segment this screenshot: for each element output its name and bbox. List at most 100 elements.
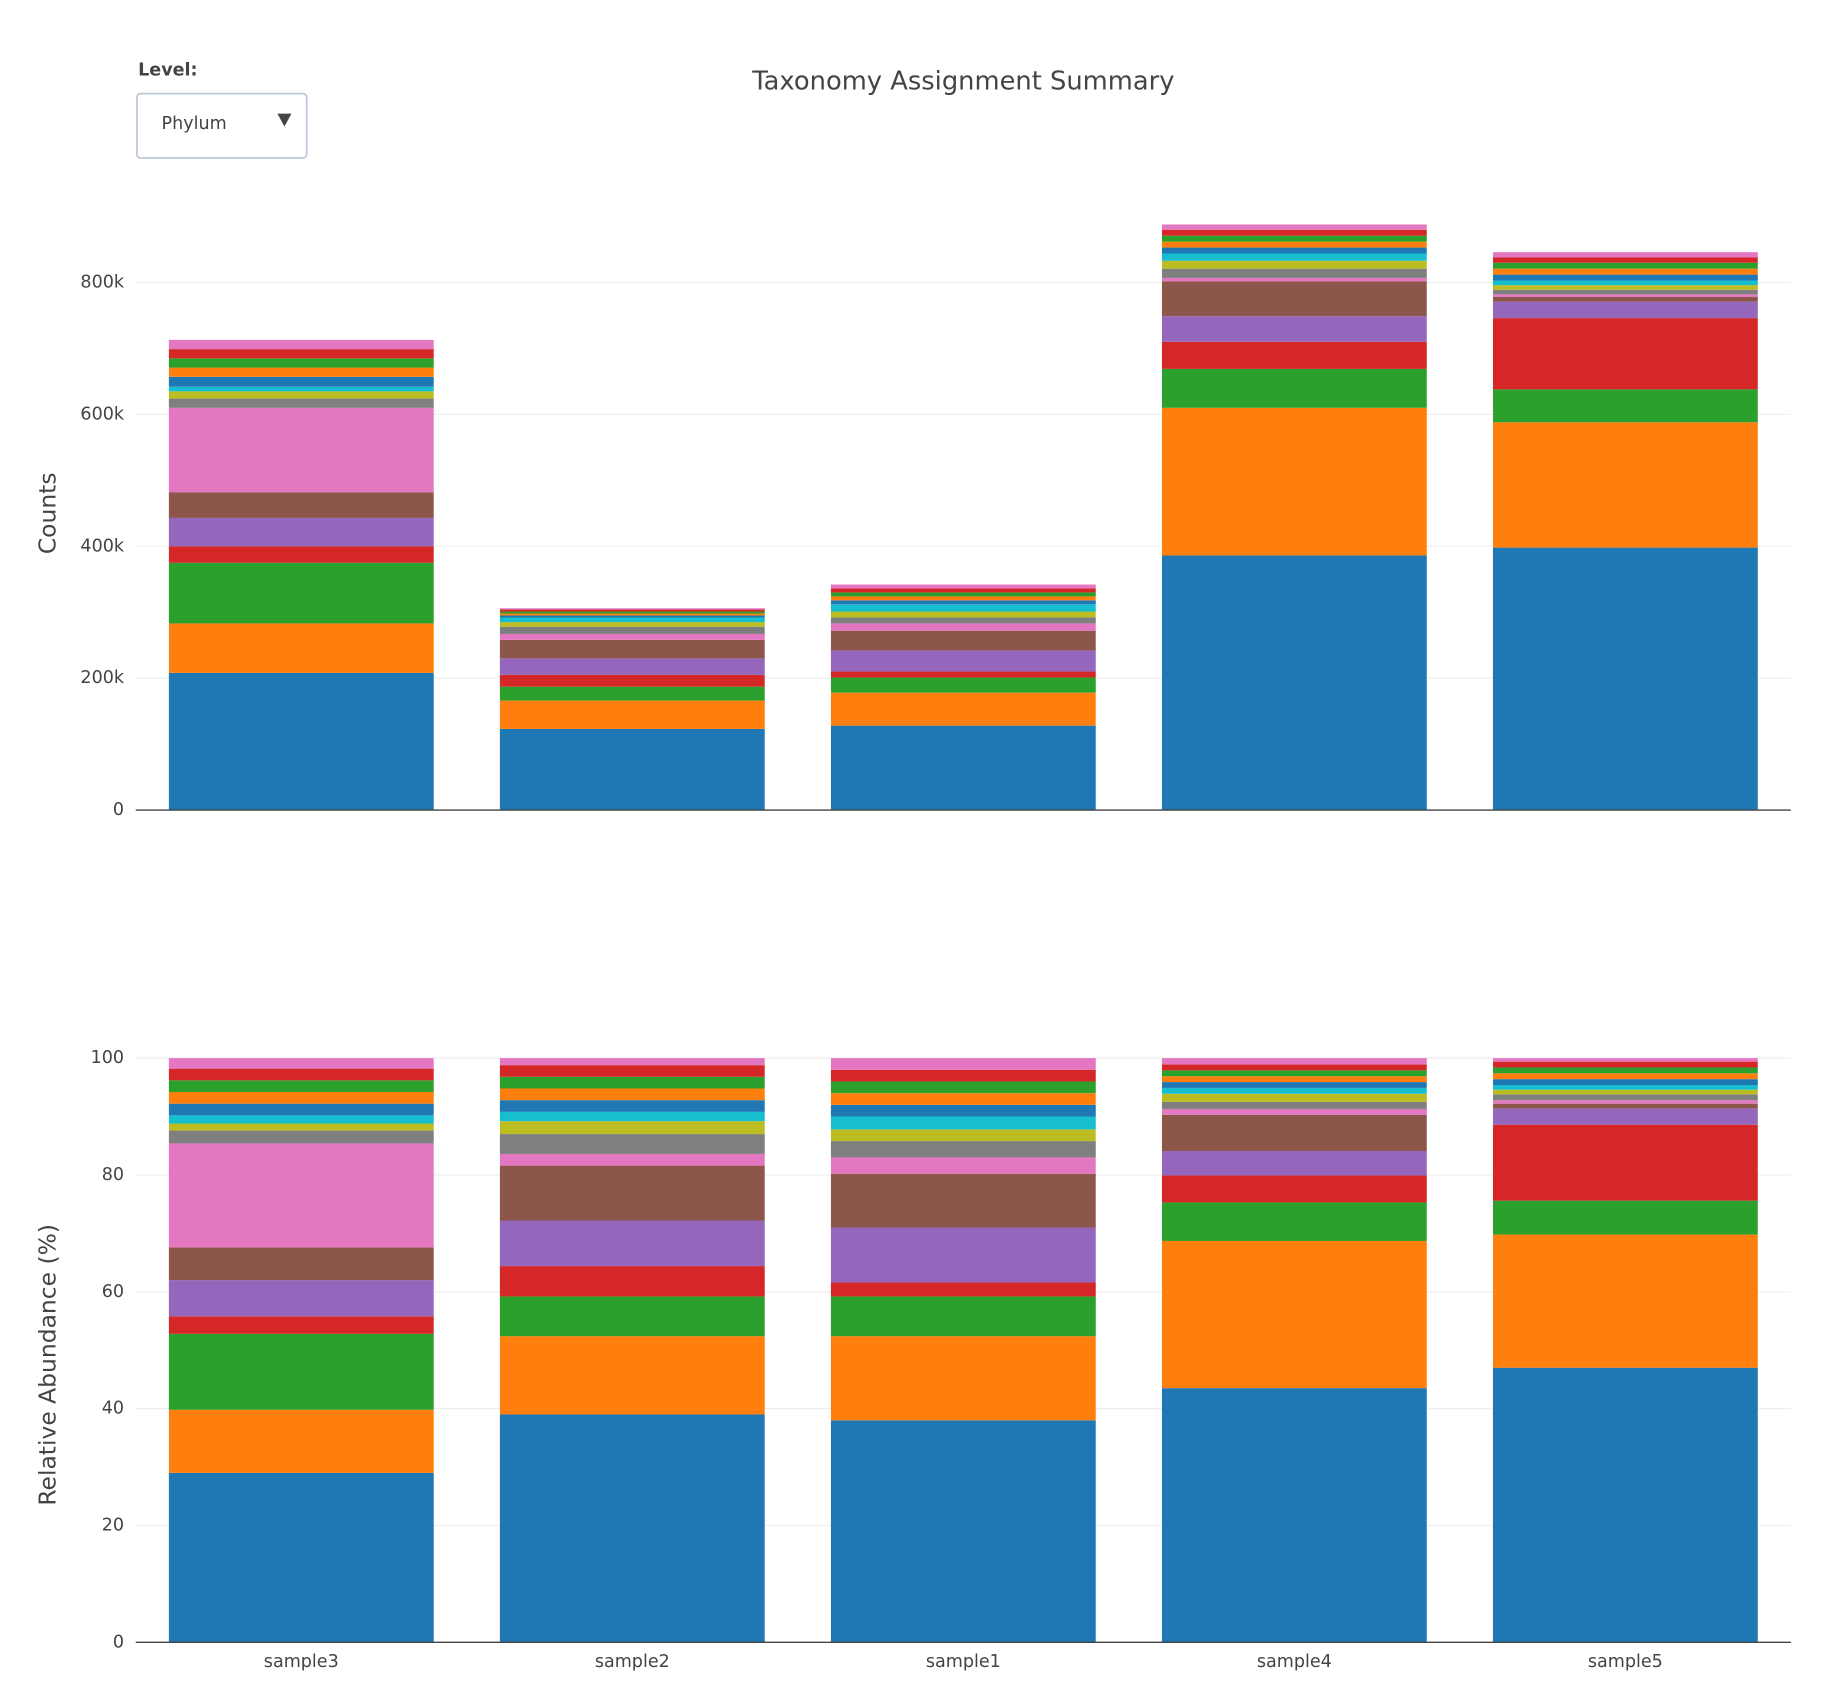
bar-segment xyxy=(499,674,765,687)
bar-segment xyxy=(830,604,1096,612)
bar-segment xyxy=(168,407,434,493)
bar-segment xyxy=(499,686,765,701)
bar-segment xyxy=(168,367,434,377)
bar-segment xyxy=(168,1115,434,1124)
bar-segment xyxy=(830,1157,1096,1174)
bar-segment xyxy=(168,1130,434,1144)
bar-segment xyxy=(168,1058,434,1069)
bar-segment xyxy=(830,611,1096,618)
bar-segment xyxy=(168,349,434,359)
y-tick-label: 600k xyxy=(80,404,124,424)
bar-segment xyxy=(830,588,1096,593)
bar-segment xyxy=(499,1121,765,1135)
bar-segment xyxy=(1161,1076,1427,1083)
dropdown-arrow[interactable] xyxy=(277,113,292,127)
bar-segment xyxy=(830,650,1096,672)
bar-segment xyxy=(1492,318,1758,390)
bar-segment xyxy=(1161,247,1427,254)
bar-segment xyxy=(1492,301,1758,319)
bar-segment xyxy=(1161,407,1427,556)
bar-segment xyxy=(168,1092,434,1104)
bar-segment xyxy=(1492,1108,1758,1125)
bar-segment xyxy=(168,1472,434,1643)
bar-segment xyxy=(168,1316,434,1334)
bar-segment xyxy=(1161,1070,1427,1077)
bar-segment xyxy=(1492,1061,1758,1068)
x-tick-label: sample2 xyxy=(595,1652,670,1672)
bar-segment xyxy=(1161,229,1427,236)
dropdown[interactable]: Phylum xyxy=(136,92,308,159)
bar-segment xyxy=(1161,260,1427,269)
y-axis-title: Relative Abundance (%) xyxy=(34,1224,62,1506)
bar-segment xyxy=(168,358,434,368)
y-tick-label: 40 xyxy=(102,1399,124,1419)
bar-segment xyxy=(830,584,1096,589)
bar-segment xyxy=(499,1100,765,1112)
bar-segment xyxy=(499,608,765,610)
bar-segment xyxy=(1161,1202,1427,1241)
bar-segment xyxy=(499,1414,765,1643)
bar-segment xyxy=(830,677,1096,693)
bar-segment xyxy=(1492,262,1758,269)
bar-segment xyxy=(1161,268,1427,278)
bar-segment xyxy=(1492,1089,1758,1095)
bar-segment xyxy=(499,615,765,618)
bar-segment xyxy=(499,1076,765,1089)
bar-segment xyxy=(830,1129,1096,1142)
bar-segment xyxy=(1492,1084,1758,1090)
x-tick-label: sample1 xyxy=(926,1652,1001,1672)
bar-segment xyxy=(168,517,434,547)
bar-segment xyxy=(1492,1234,1758,1368)
bar-segment xyxy=(830,1336,1096,1421)
bar-segment xyxy=(1161,235,1427,242)
bar-segment xyxy=(1492,274,1758,281)
bar-segment xyxy=(499,622,765,627)
bar-segment xyxy=(1161,341,1427,369)
bar-segment xyxy=(499,613,765,616)
bar-segment xyxy=(830,596,1096,601)
bar-segment xyxy=(830,1173,1096,1228)
bar-segment xyxy=(830,1227,1096,1283)
bar-segment xyxy=(168,1143,434,1248)
bar-segment xyxy=(1492,1103,1758,1109)
bar-segment xyxy=(168,1123,434,1131)
bar-segment xyxy=(830,725,1096,811)
bar-segment xyxy=(168,672,434,811)
bar-segment xyxy=(1161,241,1427,248)
bar-segment xyxy=(1161,1093,1427,1102)
bar-segment xyxy=(168,623,434,673)
bar-segment xyxy=(499,728,765,811)
bar-segment xyxy=(168,1280,434,1317)
dropdown-box[interactable] xyxy=(136,92,308,159)
bar-segment xyxy=(168,376,434,387)
bar-segment xyxy=(499,658,765,675)
bar-segment xyxy=(1161,1058,1427,1065)
bar-segment xyxy=(1161,1108,1427,1115)
bar-segment xyxy=(1161,1388,1427,1643)
bar-segment xyxy=(499,1296,765,1337)
bar-segment xyxy=(1161,555,1427,811)
bar-segment xyxy=(1492,285,1758,290)
bar-segment xyxy=(830,1282,1096,1297)
bar-segment xyxy=(1161,1240,1427,1389)
bar-segment xyxy=(830,671,1096,678)
y-tick-label: 400k xyxy=(80,536,124,556)
bar-segment xyxy=(168,1409,434,1473)
bar-segment xyxy=(1492,1073,1758,1080)
bar-segment xyxy=(499,1111,765,1122)
bar-segment xyxy=(168,492,434,518)
bar-segment xyxy=(168,1068,434,1081)
y-tick-label: 800k xyxy=(80,273,124,293)
bar-segment xyxy=(1161,1175,1427,1203)
dropdown-value[interactable]: Phylum xyxy=(162,114,227,134)
bar-segment xyxy=(168,386,434,392)
bar-segment xyxy=(830,630,1096,651)
bar-segment xyxy=(1492,289,1758,295)
bar-segment xyxy=(168,339,434,350)
bar-segment xyxy=(1161,1114,1427,1152)
chart-title: Taxonomy Assignment Summary xyxy=(751,66,1174,96)
y-tick-label: 60 xyxy=(102,1282,124,1302)
bar-segment xyxy=(499,1058,765,1066)
bar-segment xyxy=(1161,1087,1427,1094)
